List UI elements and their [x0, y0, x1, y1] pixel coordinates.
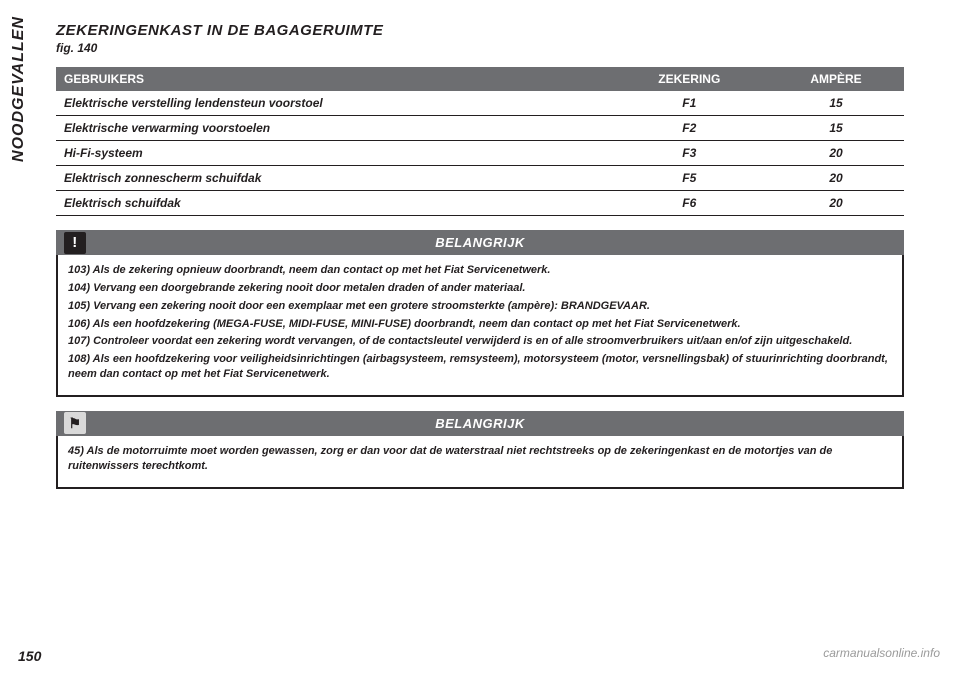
warning-line: 104) Vervang een doorgebrande zekering n…	[68, 281, 892, 296]
cell-amp: 15	[768, 91, 904, 116]
important-label: BELANGRIJK	[435, 416, 525, 431]
table-row: Elektrische verwarming voorstoelen F2 15	[56, 116, 904, 141]
cell-fuse: F3	[611, 141, 768, 166]
important-bar: ! BELANGRIJK	[56, 230, 904, 255]
cell-amp: 20	[768, 141, 904, 166]
important-label: BELANGRIJK	[435, 235, 525, 250]
col-users: GEBRUIKERS	[56, 67, 611, 91]
warning-line: 108) Als een hoofdzekering voor veilighe…	[68, 352, 892, 382]
table-header-row: GEBRUIKERS ZEKERING AMPÈRE	[56, 67, 904, 91]
fuse-table: GEBRUIKERS ZEKERING AMPÈRE Elektrische v…	[56, 67, 904, 216]
page-number: 150	[18, 648, 41, 664]
cell-desc: Elektrisch zonnescherm schuifdak	[56, 166, 611, 191]
warning-line: 105) Vervang een zekering nooit door een…	[68, 299, 892, 314]
col-ampere: AMPÈRE	[768, 67, 904, 91]
warning-line: 103) Als de zekering opnieuw doorbrandt,…	[68, 263, 892, 278]
cell-fuse: F1	[611, 91, 768, 116]
source-url: carmanualsonline.info	[823, 646, 940, 660]
cell-desc: Elektrische verstelling lendensteun voor…	[56, 91, 611, 116]
cell-amp: 20	[768, 191, 904, 216]
table-row: Elektrisch schuifdak F6 20	[56, 191, 904, 216]
warning-icon: !	[64, 232, 86, 254]
section-tab: NOODGEVALLEN	[10, 16, 28, 162]
env-line: 45) Als de motorruimte moet worden gewas…	[68, 444, 892, 474]
cell-fuse: F2	[611, 116, 768, 141]
table-row: Elektrisch zonnescherm schuifdak F5 20	[56, 166, 904, 191]
cell-amp: 20	[768, 166, 904, 191]
eco-icon: ⚑	[64, 412, 86, 434]
warning-line: 106) Als een hoofdzekering (MEGA-FUSE, M…	[68, 317, 892, 332]
warning-box: 103) Als de zekering opnieuw doorbrandt,…	[56, 255, 904, 397]
cell-desc: Hi-Fi-systeem	[56, 141, 611, 166]
cell-desc: Elektrisch schuifdak	[56, 191, 611, 216]
cell-fuse: F6	[611, 191, 768, 216]
manual-page: NOODGEVALLEN ZEKERINGENKAST IN DE BAGAGE…	[0, 0, 960, 678]
col-fuse: ZEKERING	[611, 67, 768, 91]
env-box: 45) Als de motorruimte moet worden gewas…	[56, 436, 904, 489]
figure-reference: fig. 140	[56, 41, 904, 55]
warning-line: 107) Controleer voordat een zekering wor…	[68, 334, 892, 349]
cell-amp: 15	[768, 116, 904, 141]
table-row: Elektrische verstelling lendensteun voor…	[56, 91, 904, 116]
cell-fuse: F5	[611, 166, 768, 191]
cell-desc: Elektrische verwarming voorstoelen	[56, 116, 611, 141]
table-row: Hi-Fi-systeem F3 20	[56, 141, 904, 166]
important-bar: ⚑ BELANGRIJK	[56, 411, 904, 436]
section-heading: ZEKERINGENKAST IN DE BAGAGERUIMTE	[56, 22, 904, 39]
